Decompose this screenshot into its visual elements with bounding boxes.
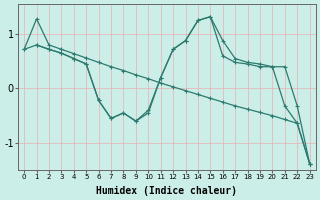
X-axis label: Humidex (Indice chaleur): Humidex (Indice chaleur) bbox=[96, 186, 237, 196]
